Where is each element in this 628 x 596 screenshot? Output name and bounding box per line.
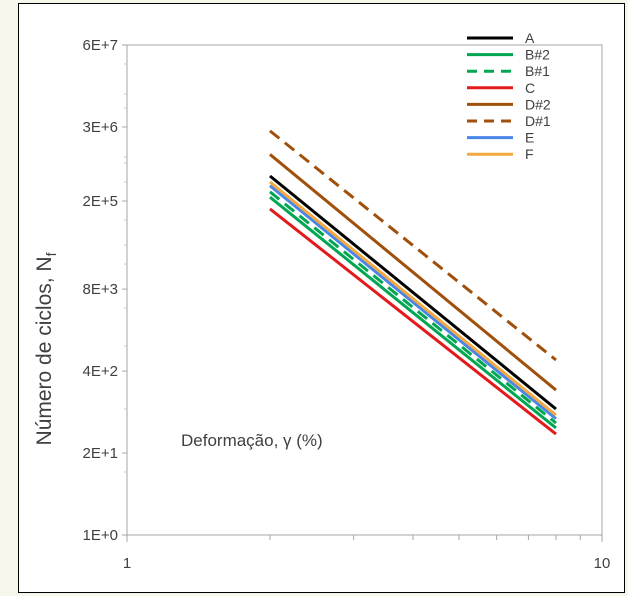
plot-border [126, 44, 603, 536]
y-axis-title-subscript: f [43, 252, 59, 256]
y-tick-label: 6E+7 [83, 37, 118, 54]
plot-area [126, 44, 603, 536]
x-tick-label: 1 [123, 555, 131, 572]
x-axis-ticks: 1 10 [123, 535, 611, 572]
legend-label-e: E [525, 130, 534, 146]
y-tick-label: 2E+1 [83, 445, 118, 462]
fatigue-chart: 1E+0 2E+1 4E+2 8E+3 2E+5 3E+6 6E+7 1 10 AB#2B#1… [33, 30, 611, 572]
series-line-c [269, 207, 557, 436]
x-tick-label: 10 [594, 555, 611, 572]
series-line-b-1 [269, 190, 557, 425]
y-tick-label: 4E+2 [83, 363, 118, 380]
legend-label-c: C [525, 80, 535, 96]
series-line-a [269, 174, 557, 411]
legend-label-f: F [525, 146, 534, 162]
y-axis-title: Número de ciclos, Nf [33, 252, 59, 445]
y-tick-label: 3E+6 [83, 119, 118, 136]
series-line-d-2 [269, 153, 557, 392]
legend-label-d-1: D#1 [525, 113, 551, 129]
y-tick-label: 8E+3 [83, 281, 118, 298]
y-tick-label: 2E+5 [83, 193, 118, 210]
y-axis-ticks: 1E+0 2E+1 4E+2 8E+3 2E+5 3E+6 6E+7 [83, 37, 127, 544]
legend: AB#2B#1CD#2D#1EF [467, 30, 551, 162]
legend-label-b-2: B#2 [525, 47, 550, 63]
series-line-d-1 [269, 129, 557, 362]
legend-label-a: A [525, 30, 535, 46]
legend-label-b-1: B#1 [525, 63, 550, 79]
strain-annotation: Deformação, γ (%) [181, 431, 323, 450]
chart-frame: 1E+0 2E+1 4E+2 8E+3 2E+5 3E+6 6E+7 1 10 A B#2 B#1… [18, 3, 625, 593]
series-line-e [269, 184, 557, 420]
legend-label-d-2: D#2 [525, 96, 551, 112]
series-line-f [269, 180, 557, 417]
y-tick-label: 1E+0 [83, 527, 118, 544]
series-lines [269, 129, 557, 436]
series-line-b-2 [269, 196, 557, 430]
